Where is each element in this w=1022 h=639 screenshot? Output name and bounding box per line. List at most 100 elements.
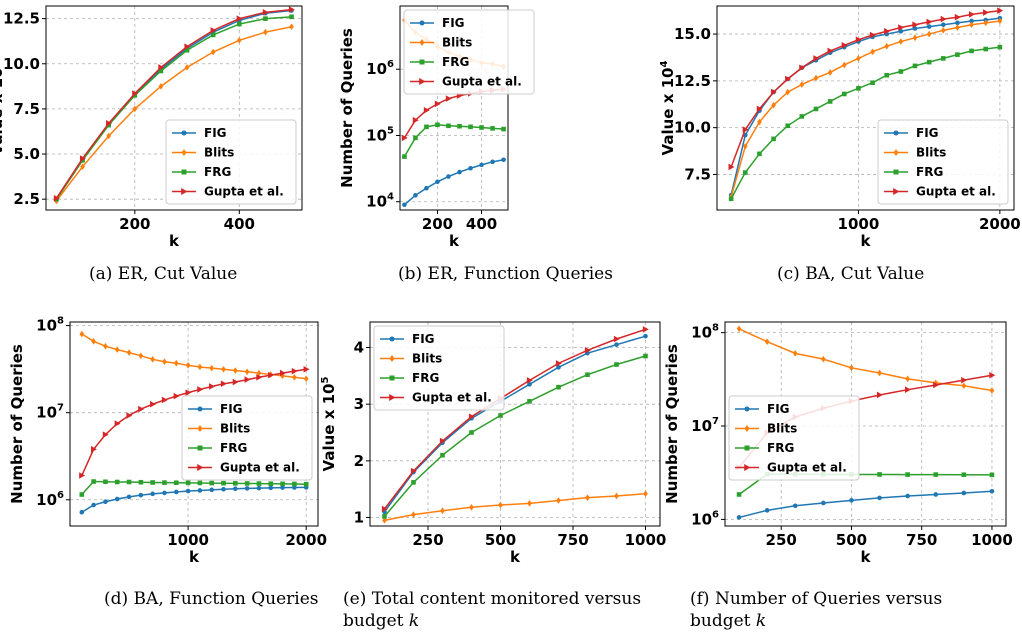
data-point	[114, 496, 120, 502]
caption-line-1: (f) Number of Queries versus	[690, 589, 942, 609]
data-point	[968, 11, 975, 18]
data-point	[983, 19, 989, 27]
data-point	[877, 495, 882, 501]
data-point	[197, 480, 203, 486]
data-point	[869, 31, 876, 39]
data-point	[961, 382, 967, 390]
legend-marker	[389, 336, 395, 342]
axes-frame	[69, 321, 319, 527]
chart-panel-a: 200 400 2.5 5.0 7.5 10.0 12.5 k Value x 104 FIG Bl…	[0, 5, 303, 284]
data-point	[158, 83, 164, 90]
x-tick-label: 200	[119, 215, 150, 233]
data-point	[556, 497, 561, 504]
data-point	[79, 330, 85, 338]
data-point	[280, 485, 285, 490]
data-point	[585, 372, 590, 377]
legend-label: FRG	[442, 55, 469, 69]
data-point	[126, 412, 133, 419]
data-point	[884, 72, 890, 78]
data-point	[469, 430, 474, 435]
series-line	[738, 490, 992, 519]
y-axis-label: Number of Queries	[338, 28, 356, 188]
y-tick-label: 10.0	[3, 55, 40, 73]
data-point	[643, 490, 648, 497]
legend-marker	[181, 130, 187, 136]
legend-marker	[197, 425, 203, 432]
legend-marker	[197, 406, 203, 412]
x-tick-label: 1000	[167, 531, 209, 549]
data-point	[792, 350, 798, 357]
legend: FIG Blits FRG Gupta et al.	[728, 395, 860, 481]
data-point	[424, 185, 429, 191]
data-point	[841, 61, 847, 69]
data-point	[413, 193, 418, 198]
y-axis-label: Number of Queries	[663, 344, 681, 504]
data-point	[126, 349, 132, 356]
data-point	[736, 492, 742, 497]
data-point	[184, 64, 190, 71]
legend-label: FIG	[916, 126, 939, 140]
data-point	[742, 143, 748, 150]
legend-label: FRG	[204, 165, 231, 179]
data-point	[158, 68, 164, 74]
caption-line-2: budget k	[690, 611, 766, 631]
legend: FIG Blits FRG Gupta et al.	[373, 325, 505, 411]
data-point	[490, 126, 495, 131]
legend-marker	[893, 169, 899, 175]
y-tick-label: 2.5	[13, 190, 40, 208]
data-point	[289, 14, 294, 20]
axes-frame	[399, 5, 509, 211]
data-point	[102, 431, 109, 438]
data-point	[813, 55, 820, 62]
data-point	[757, 151, 762, 157]
data-point	[103, 499, 108, 505]
y-tick-label: 108	[691, 323, 719, 342]
data-point	[742, 126, 749, 133]
x-axis-label: k	[861, 232, 872, 250]
data-point	[849, 498, 854, 503]
legend-label: Gupta et al.	[204, 185, 284, 199]
data-point	[132, 90, 139, 97]
data-point	[263, 16, 268, 21]
data-point	[401, 134, 408, 142]
data-point	[785, 88, 791, 96]
legend-label: FRG	[220, 441, 247, 455]
data-point	[91, 338, 96, 345]
data-point	[614, 362, 619, 367]
y-tick-label: 12.5	[3, 10, 40, 28]
data-point	[126, 494, 132, 500]
legend-label: Blits	[220, 422, 250, 436]
data-point	[279, 369, 286, 377]
chart-panel-e: 250 500 750 1000 1 2 3 4 k Value x 105 FIG Blits FRG…	[320, 321, 666, 631]
data-point	[173, 480, 179, 486]
x-tick-label: 200	[422, 215, 453, 233]
data-point	[209, 480, 215, 486]
data-point	[244, 481, 250, 486]
data-point	[185, 480, 191, 486]
series-fig	[402, 157, 506, 208]
x-tick-label: 2000	[285, 531, 327, 549]
data-point	[410, 467, 417, 475]
legend-label: FIG	[767, 402, 790, 416]
series-gupta-et-al	[728, 7, 1004, 171]
series-blits	[728, 17, 1003, 201]
data-point	[933, 379, 939, 387]
data-point	[527, 500, 532, 507]
data-point	[955, 24, 960, 31]
series-frg	[728, 44, 1003, 202]
data-point	[877, 472, 882, 477]
data-point	[210, 32, 216, 38]
data-point	[498, 501, 503, 509]
series-line	[81, 333, 307, 380]
data-point	[785, 123, 791, 129]
data-point	[614, 492, 619, 500]
caption: (a) ER, Cut Value	[89, 264, 237, 284]
legend-marker	[389, 394, 396, 401]
data-point	[440, 452, 445, 458]
data-point	[799, 114, 805, 119]
x-axis-label: k	[189, 548, 200, 566]
data-point	[989, 371, 996, 379]
data-point	[555, 360, 562, 367]
legend-label: FIG	[442, 16, 465, 30]
data-point	[856, 55, 861, 62]
